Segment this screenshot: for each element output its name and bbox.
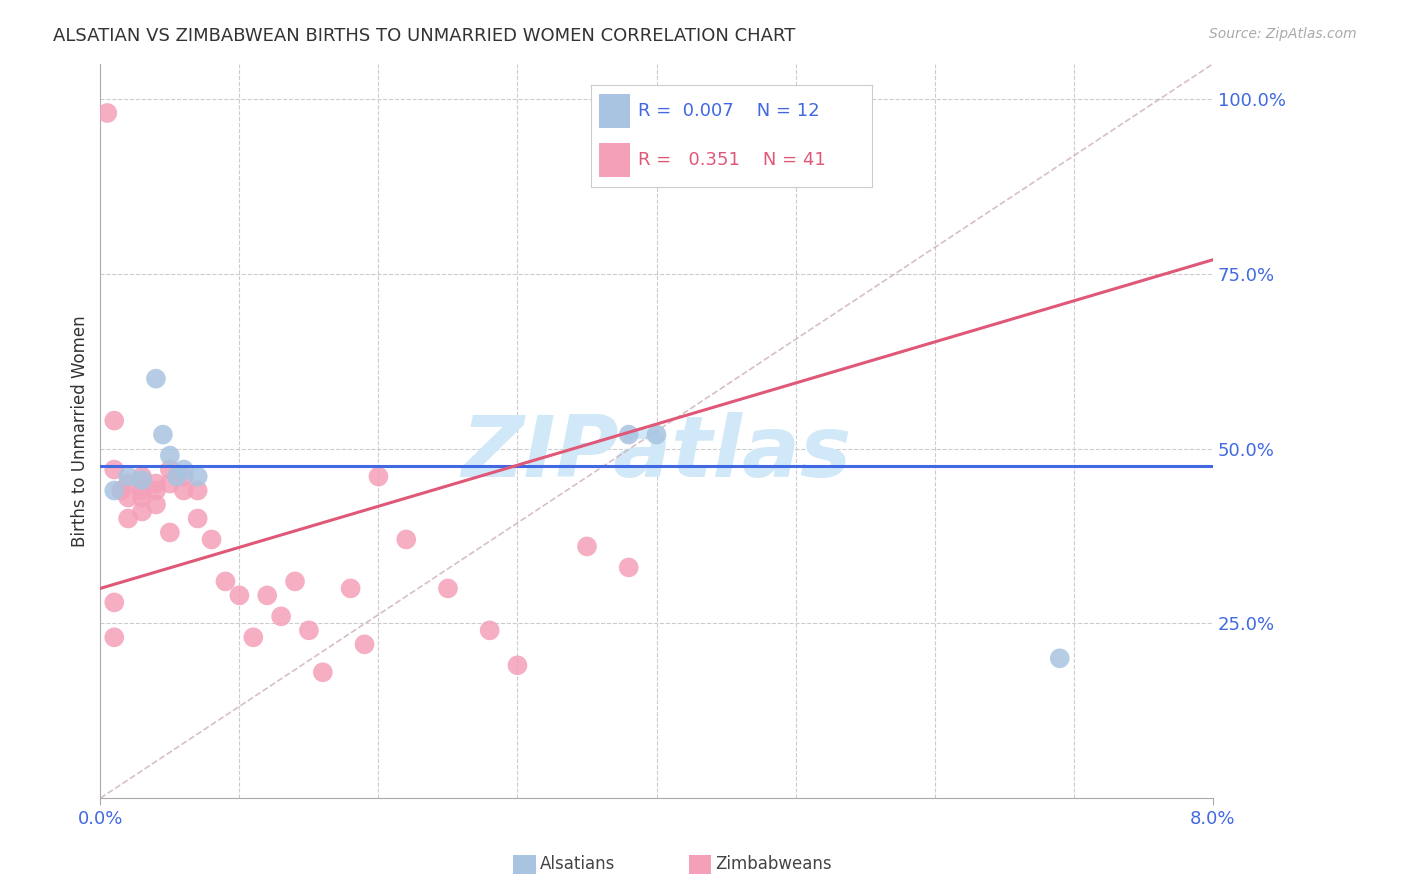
Point [437,582,460,596]
Text: Zimbabweans: Zimbabweans [716,855,832,873]
Point [117,469,139,483]
Point [159,525,181,540]
Point [270,609,292,624]
Point [117,491,139,505]
Text: R =   0.351    N = 41: R = 0.351 N = 41 [638,151,827,169]
Point [214,574,236,589]
Point [367,469,389,483]
Point [339,582,361,596]
Point [117,476,139,491]
Point [131,504,153,518]
Point [159,449,181,463]
Point [131,473,153,487]
Point [256,588,278,602]
Point [145,498,167,512]
Point [96,106,118,120]
Point [228,588,250,602]
Point [353,637,375,651]
Point [145,476,167,491]
Point [284,574,307,589]
Point [173,483,195,498]
Point [312,665,335,680]
Point [298,624,321,638]
Point [145,483,167,498]
FancyBboxPatch shape [599,144,630,177]
Point [395,533,418,547]
Point [131,491,153,505]
Point [159,476,181,491]
Point [173,469,195,483]
Point [103,483,125,498]
Point [242,631,264,645]
Y-axis label: Births to Unmarried Women: Births to Unmarried Women [72,315,89,547]
Point [145,372,167,386]
FancyBboxPatch shape [599,94,630,128]
Point [159,462,181,476]
Text: ALSATIAN VS ZIMBABWEAN BIRTHS TO UNMARRIED WOMEN CORRELATION CHART: ALSATIAN VS ZIMBABWEAN BIRTHS TO UNMARRI… [53,27,796,45]
Point [166,469,188,483]
Point [152,427,174,442]
Point [617,560,640,574]
Point [173,462,195,476]
Text: R =  0.007    N = 12: R = 0.007 N = 12 [638,102,820,120]
Point [617,427,640,442]
Point [110,483,132,498]
Point [200,533,222,547]
Point [103,631,125,645]
Point [478,624,501,638]
Point [131,483,153,498]
Point [103,595,125,609]
Point [103,414,125,428]
Point [103,462,125,476]
Text: ZIPatlas: ZIPatlas [461,411,852,495]
Point [117,511,139,525]
Point [575,540,598,554]
Point [506,658,529,673]
Point [131,469,153,483]
Point [645,427,668,442]
Point [187,483,209,498]
Point [187,511,209,525]
Point [187,469,209,483]
Point [1049,651,1071,665]
Text: Alsatians: Alsatians [540,855,616,873]
Text: Source: ZipAtlas.com: Source: ZipAtlas.com [1209,27,1357,41]
